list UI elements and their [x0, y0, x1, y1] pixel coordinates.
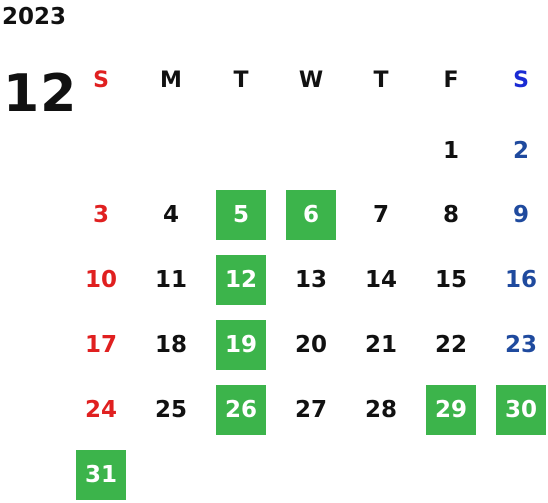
day-cell-6: 6	[286, 190, 336, 240]
day-cell-18: 18	[154, 331, 187, 358]
day-cell-7: 7	[372, 201, 389, 228]
day-cell-4: 4	[162, 201, 179, 228]
day-cell-2: 2	[512, 137, 529, 164]
weekday-header-monday: M	[160, 68, 182, 93]
day-cell-10: 10	[84, 266, 117, 293]
day-cell-14: 14	[364, 266, 397, 293]
day-cell-5: 5	[216, 190, 266, 240]
day-cell-20: 20	[294, 331, 327, 358]
day-cell-23: 23	[504, 331, 537, 358]
day-cell-1: 1	[442, 137, 459, 164]
day-cell-28: 28	[364, 396, 397, 423]
day-cell-17: 17	[84, 331, 117, 358]
day-cell-21: 21	[364, 331, 397, 358]
day-cell-25: 25	[154, 396, 187, 423]
day-cell-30: 30	[496, 385, 546, 435]
day-cell-26: 26	[216, 385, 266, 435]
day-cell-15: 15	[434, 266, 467, 293]
weekday-header-tuesday: T	[233, 68, 249, 93]
day-cell-8: 8	[442, 201, 459, 228]
day-cell-27: 27	[294, 396, 327, 423]
day-cell-22: 22	[434, 331, 467, 358]
month-number: 12	[3, 64, 78, 124]
day-cell-19: 19	[216, 320, 266, 370]
day-cell-16: 16	[504, 266, 537, 293]
weekday-header-thursday: T	[373, 68, 389, 93]
day-cell-29: 29	[426, 385, 476, 435]
weekday-header-sunday: S	[93, 68, 109, 93]
year-label: 2023	[2, 4, 67, 30]
day-cell-12: 12	[216, 255, 266, 305]
day-cell-9: 9	[512, 201, 529, 228]
day-cell-31: 31	[76, 450, 126, 500]
day-cell-13: 13	[294, 266, 327, 293]
day-cell-3: 3	[92, 201, 109, 228]
weekday-header-saturday: S	[513, 68, 529, 93]
day-cell-24: 24	[84, 396, 117, 423]
weekday-header-friday: F	[443, 68, 459, 93]
weekday-header-wednesday: W	[298, 68, 324, 93]
day-cell-11: 11	[154, 266, 187, 293]
